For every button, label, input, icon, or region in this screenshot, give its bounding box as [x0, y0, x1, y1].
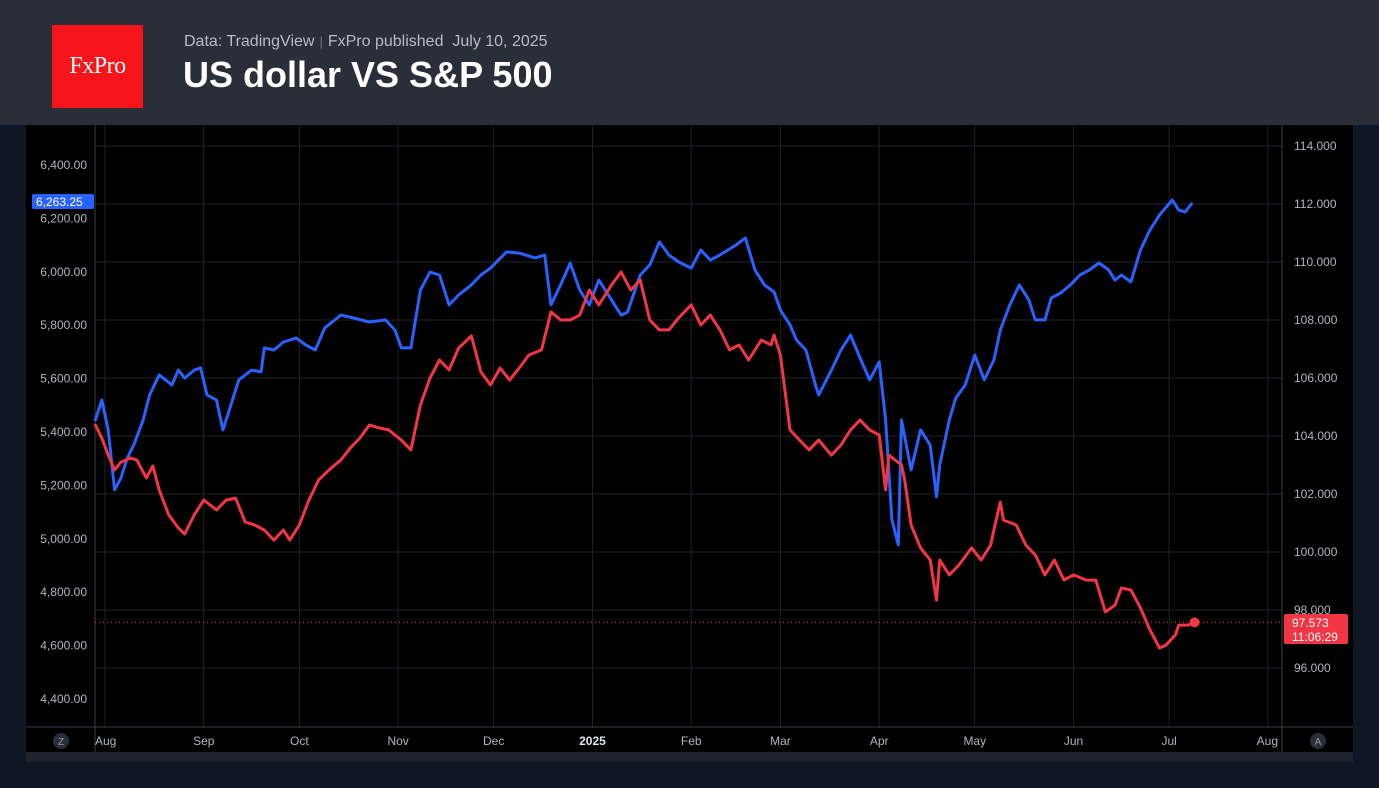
dollar-countdown-label: 11:06:29: [1292, 630, 1338, 644]
time-axis-tick-label: Jun: [1064, 734, 1083, 748]
right-axis-tick-label: 112.000: [1294, 197, 1337, 211]
separator: |: [319, 34, 323, 49]
time-axis-tick-label: Dec: [483, 734, 504, 748]
left-axis-tick-label: 4,400.00: [40, 692, 87, 706]
time-axis-tick-label: Oct: [290, 734, 309, 748]
header: FxPro Data: TradingView | FxPro published …: [0, 0, 1379, 125]
chart-footer-bar: [26, 752, 1353, 762]
dollar-last-point: [1189, 617, 1200, 628]
right-axis-tick-label: 96.000: [1294, 661, 1331, 675]
sp500-price-label: 6,263.25: [36, 195, 83, 209]
time-axis-tick-label: Apr: [870, 734, 889, 748]
left-axis-tick-label: 5,800.00: [40, 318, 87, 332]
right-axis-tick-label: 106.000: [1294, 371, 1338, 385]
dollar-price-label-bg: [1284, 614, 1348, 644]
right-axis-tick-label: 108.000: [1294, 313, 1338, 327]
time-axis-tick-label: Mar: [770, 734, 791, 748]
left-axis-tick-label: 6,000.00: [40, 265, 87, 279]
dollar-index-line: [93, 270, 1197, 650]
time-axis-tick-label: 2025: [579, 734, 606, 748]
data-source: Data: TradingView: [184, 33, 315, 50]
right-axis-tick-label: 114.000: [1294, 139, 1337, 153]
time-axis-tick-label: Aug: [1257, 734, 1278, 748]
right-axis-tick-label: 98.000: [1294, 603, 1331, 617]
time-axis-tick-label: Jul: [1161, 734, 1176, 748]
sp500-price-label-bg: [32, 194, 94, 209]
sp500-line: [93, 198, 1193, 547]
zoom-reset-button-label: Z: [58, 737, 64, 748]
left-axis-tick-label: 6,400.00: [40, 158, 87, 172]
zoom-reset-button[interactable]: [53, 733, 69, 749]
dollar-price-label: 97.573: [1292, 616, 1329, 630]
fxpro-logo: FxPro: [52, 25, 143, 108]
right-axis-tick-label: 102.000: [1294, 487, 1338, 501]
left-axis-tick-label: 5,200.00: [40, 478, 87, 492]
time-axis-tick-label: Aug: [95, 734, 116, 748]
left-axis-tick-label: 5,400.00: [40, 425, 87, 439]
publish-date: July 10, 2025: [452, 33, 548, 50]
left-axis-tick-label: 5,000.00: [40, 532, 87, 546]
auto-scale-button[interactable]: [1310, 733, 1326, 749]
right-axis-tick-label: 110.000: [1294, 255, 1337, 269]
chart-panel: [26, 125, 1353, 762]
left-axis-tick-label: 5,600.00: [40, 372, 87, 386]
right-axis-tick-label: 104.000: [1294, 429, 1338, 443]
page-title: US dollar VS S&P 500: [183, 54, 553, 95]
right-axis-tick-label: 100.000: [1294, 545, 1338, 559]
subtitle: Data: TradingView | FxPro published July 1…: [184, 33, 548, 51]
time-axis-tick-label: Sep: [193, 734, 215, 748]
left-axis-tick-label: 6,200.00: [40, 211, 87, 225]
left-axis-tick-label: 4,800.00: [40, 585, 87, 599]
publisher: FxPro published: [327, 33, 444, 50]
left-axis-tick-label: 4,600.00: [40, 639, 87, 653]
time-axis-tick-label: Feb: [681, 734, 702, 748]
time-axis-tick-label: Nov: [387, 734, 408, 748]
time-axis-tick-label: May: [963, 734, 986, 748]
auto-scale-button-label: A: [1315, 737, 1322, 748]
